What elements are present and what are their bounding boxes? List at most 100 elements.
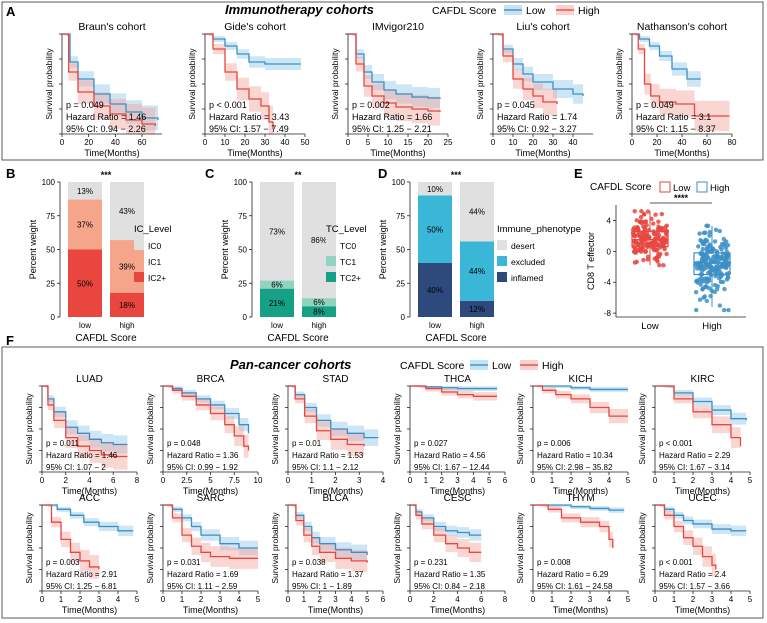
box-point [697,297,703,302]
km-x-tick-label: 3 [710,595,715,604]
box-point [717,228,723,234]
km-x-tick-label: 1 [310,476,315,485]
box-point [643,219,649,224]
km-hazard-ratio: Hazard Ratio = 1.37 [292,570,364,579]
box-point [704,298,709,304]
box-point [712,282,718,288]
km-x-axis-label: Time(Months) [553,605,608,615]
box-iqr [693,252,731,276]
box-point [656,233,662,238]
box-point [659,211,665,217]
km-x-tick-label: 2 [569,476,574,485]
km-plot-title: KIRC [691,374,715,385]
km-confidence-interval: 95% CI: 1.67 − 12.44 [414,463,490,472]
bar-segment-IC1 [68,199,102,250]
km-hazard-ratio: Hazard Ratio = 1.66 [352,112,432,122]
legend-low-band [504,5,522,15]
km-plot-title: THYM [566,493,594,504]
box-point [653,212,658,217]
box-point [722,241,727,246]
km-plot-title: Liu's cohort [516,21,569,33]
km-x-tick-label: 5 [208,476,213,485]
km-high-ci-band [655,505,716,582]
bar-segment-TC2+ [260,288,294,317]
box-point [664,251,669,257]
km-hazard-ratio: Hazard Ratio = 1.69 [167,570,239,579]
bar-segment-IC2+ [68,249,102,317]
box-point [645,209,651,214]
bar-y-tick-label: 50 [46,246,55,255]
box-point [638,219,644,224]
km-high-ci-band [533,386,628,424]
box-point [718,256,723,262]
km-x-tick-label: 0 [203,138,208,147]
box-point [711,267,716,272]
km-x-tick-label: 2 [64,476,69,485]
km-plot-title: BLCA [322,493,348,504]
box-point [705,262,711,268]
km-x-tick-label: 0 [286,476,291,485]
km-high-ci-band [533,505,613,558]
bar-data-label: 37% [77,221,93,230]
box-point [705,223,711,229]
km-x-tick-label: 4 [237,595,242,604]
box-point [651,231,657,237]
km-high-curve [655,504,717,570]
bar-data-label: 86% [311,236,327,245]
km-x-tick-label: 6 [479,595,484,604]
km-high-ci-band [288,505,368,574]
pancancer-legend-low: Low [492,360,512,372]
box-point [704,238,710,244]
km-y-axis-label: Survival probability [475,48,485,120]
km-x-tick-label: 25 [444,138,453,147]
km-low-curve [410,504,482,536]
km-x-axis-label: Time(Months) [62,486,117,496]
km-p-value: p = 0.049 [66,100,104,110]
km-x-tick-label: 20 [84,138,93,147]
km-p-value: p = 0.038 [292,558,326,567]
km-x-tick-label: 5 [626,476,631,485]
f-km-plot-7: SARC 0 1 2 3 4 5 p = 0.031 Hazard Ratio = 1.69 95… [145,493,261,615]
km-p-value: p = 0.008 [537,558,571,567]
km-y-axis-label: Survival probability [24,512,34,584]
bar-segment-inflamed [418,263,452,317]
box-point [719,247,724,252]
box-point [656,219,661,224]
bar-legend-label: inflamed [511,273,543,283]
km-x-tick-label: 5 [135,595,140,604]
immunotherapy-legend-title: CAFDL Score [432,5,497,17]
box-point [658,251,663,257]
bar-x-tick-label: low [429,321,441,330]
km-y-axis-label: Survival probability [515,512,525,584]
km-x-tick-label: 0 [40,476,45,485]
box-point [695,280,701,285]
km-x-tick-label: 40 [569,138,578,147]
bar-significance: *** [451,170,462,180]
km-x-tick-label: 4 [381,476,386,485]
km-x-tick-label: 4 [116,595,121,604]
km-x-tick-label: 2 [691,595,696,604]
km-y-axis-label: Survival probability [270,512,280,584]
km-confidence-interval: 95% CI: 1.15 − 8.37 [636,124,716,134]
panel-f-frame [1,346,764,619]
km-x-tick-label: 10 [509,138,518,147]
box-point [657,263,662,268]
km-x-tick-label: 2 [317,595,322,604]
km-x-tick-label: 4 [607,476,612,485]
bar-y-tick-label: 0 [51,313,56,322]
km-x-tick-label: 8 [503,595,508,604]
bar-data-label: 50% [77,279,93,288]
bar-segment-IC0 [68,182,102,200]
box-point [643,249,648,255]
bar-segment-excluded [460,241,494,301]
panel-label-c: C [205,166,215,181]
km-x-tick-label: 7.5 [229,476,241,485]
bar-legend-title: Immune_phenotype [497,224,581,235]
km-x-tick-label: 4 [729,595,734,604]
box-point [725,242,731,248]
f-km-plot-8: BLCA 0 1 2 3 4 5 6 p = 0.038 Hazard Ratio = 1.37 9… [270,493,386,615]
bar-legend-swatch [134,272,144,282]
f-km-plot-0: LUAD 0 2 4 6 8 p = 0.011 Hazard Ratio = 1.46 95%… [24,374,140,496]
km-confidence-interval: 95% CI: 1.07 − 2 [46,463,106,472]
